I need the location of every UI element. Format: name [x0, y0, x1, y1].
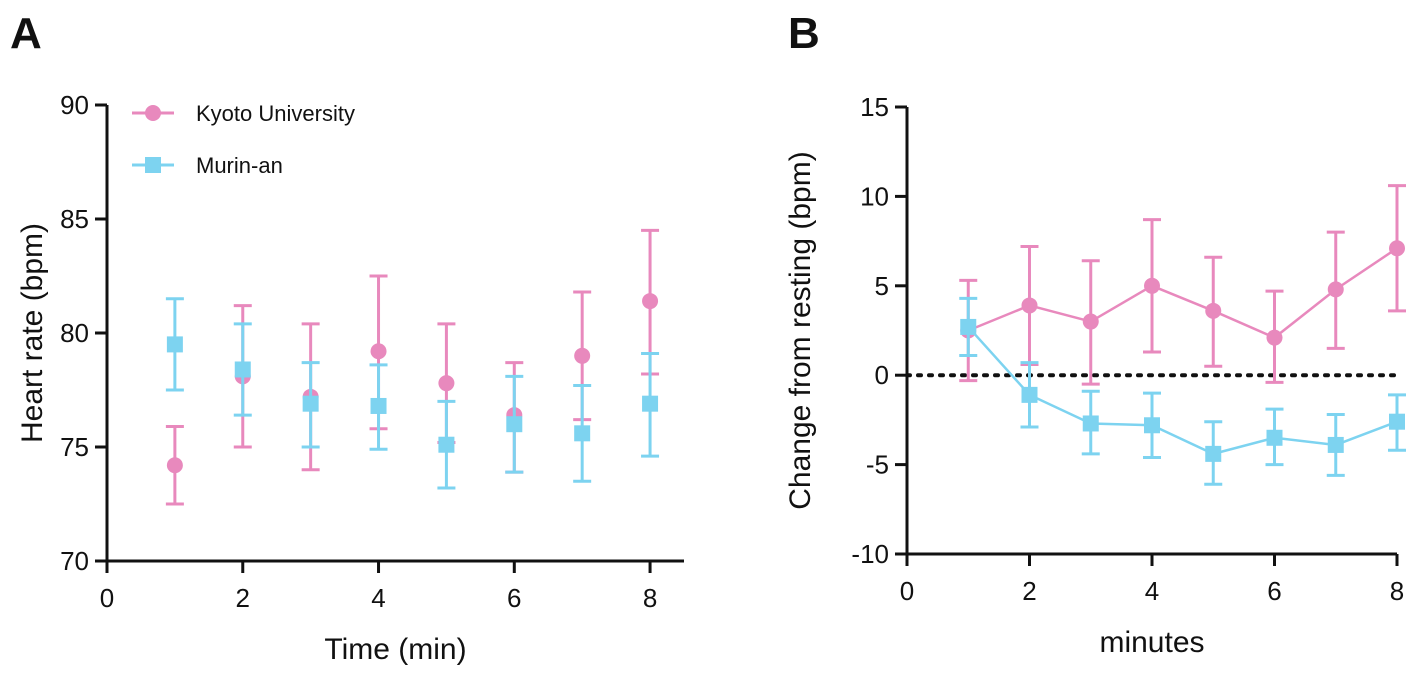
data-point	[1389, 413, 1405, 430]
y-tick-label: 10	[860, 181, 889, 211]
y-tick-label: 90	[60, 90, 89, 120]
x-tick-label: 0	[100, 583, 114, 613]
series-line	[967, 247, 1398, 340]
data-point	[1327, 281, 1344, 298]
x-axis-title: minutes	[1099, 626, 1204, 659]
data-point	[1266, 429, 1283, 446]
data-point	[960, 318, 977, 335]
x-tick-label: 0	[900, 576, 914, 606]
data-point	[574, 425, 591, 442]
x-tick-label: 4	[1145, 576, 1159, 606]
x-tick-label: 8	[1390, 576, 1404, 606]
data-point	[234, 361, 251, 378]
data-point	[574, 347, 591, 364]
legend-marker	[145, 157, 161, 173]
data-point	[370, 397, 387, 414]
y-tick-label: -5	[866, 450, 889, 480]
data-point	[370, 343, 387, 360]
data-point	[438, 375, 455, 392]
data-point	[166, 457, 183, 474]
data-point	[438, 436, 455, 453]
y-tick-label: 15	[860, 92, 889, 122]
series-kyoto-university	[959, 184, 1406, 386]
series-line	[967, 326, 1398, 456]
legend: Kyoto University Murin-an	[132, 101, 355, 178]
data-point	[642, 395, 659, 412]
data-point	[1021, 386, 1038, 403]
data-point	[506, 416, 523, 433]
y-tick-label: 0	[875, 360, 889, 390]
data-point	[1266, 329, 1283, 346]
data-point	[1082, 415, 1099, 432]
chart-change-from-resting: -10 -5 0 5 10 15 0 2 4 6 8 minutes Change from resti…	[784, 92, 1406, 659]
y-tick-label: 75	[60, 432, 89, 462]
legend-label: Murin-an	[196, 153, 283, 178]
y-tick-label: 85	[60, 204, 89, 234]
y-tick-label: 70	[60, 546, 89, 576]
panel-letter-b: B	[788, 9, 820, 58]
data-point	[1021, 297, 1038, 314]
data-point	[1205, 445, 1222, 462]
data-point	[1144, 417, 1160, 434]
x-tick-label: 4	[371, 583, 385, 613]
y-axis-title: Change from resting (bpm)	[784, 151, 817, 509]
x-tick-label: 8	[643, 583, 657, 613]
data-point	[1082, 313, 1099, 330]
data-point	[302, 395, 319, 412]
legend-marker	[145, 105, 161, 121]
x-tick-label: 2	[1022, 576, 1036, 606]
series-murin-an	[959, 296, 1406, 486]
x-tick-label: 2	[236, 583, 250, 613]
legend-label: Kyoto University	[196, 101, 355, 126]
x-axis-title: Time (min)	[324, 633, 466, 666]
data-point	[166, 336, 183, 353]
x-tick-label: 6	[1267, 576, 1281, 606]
data-point	[1327, 436, 1344, 453]
data-point	[642, 293, 659, 310]
chart-heart-rate: 70 75 80 85 90 0 2 4 6 8 Time (min) Heart rate (bpm…	[16, 90, 684, 666]
x-tick-label: 6	[507, 583, 521, 613]
y-tick-label: -10	[851, 539, 889, 569]
data-point	[1389, 240, 1405, 257]
y-axis-title: Heart rate (bpm)	[16, 223, 49, 443]
data-point	[1144, 277, 1160, 294]
panel-letter-a: A	[10, 9, 42, 58]
data-point	[1205, 302, 1222, 319]
series-murin-an	[165, 297, 660, 490]
y-tick-label: 5	[875, 271, 889, 301]
y-tick-label: 80	[60, 318, 89, 348]
